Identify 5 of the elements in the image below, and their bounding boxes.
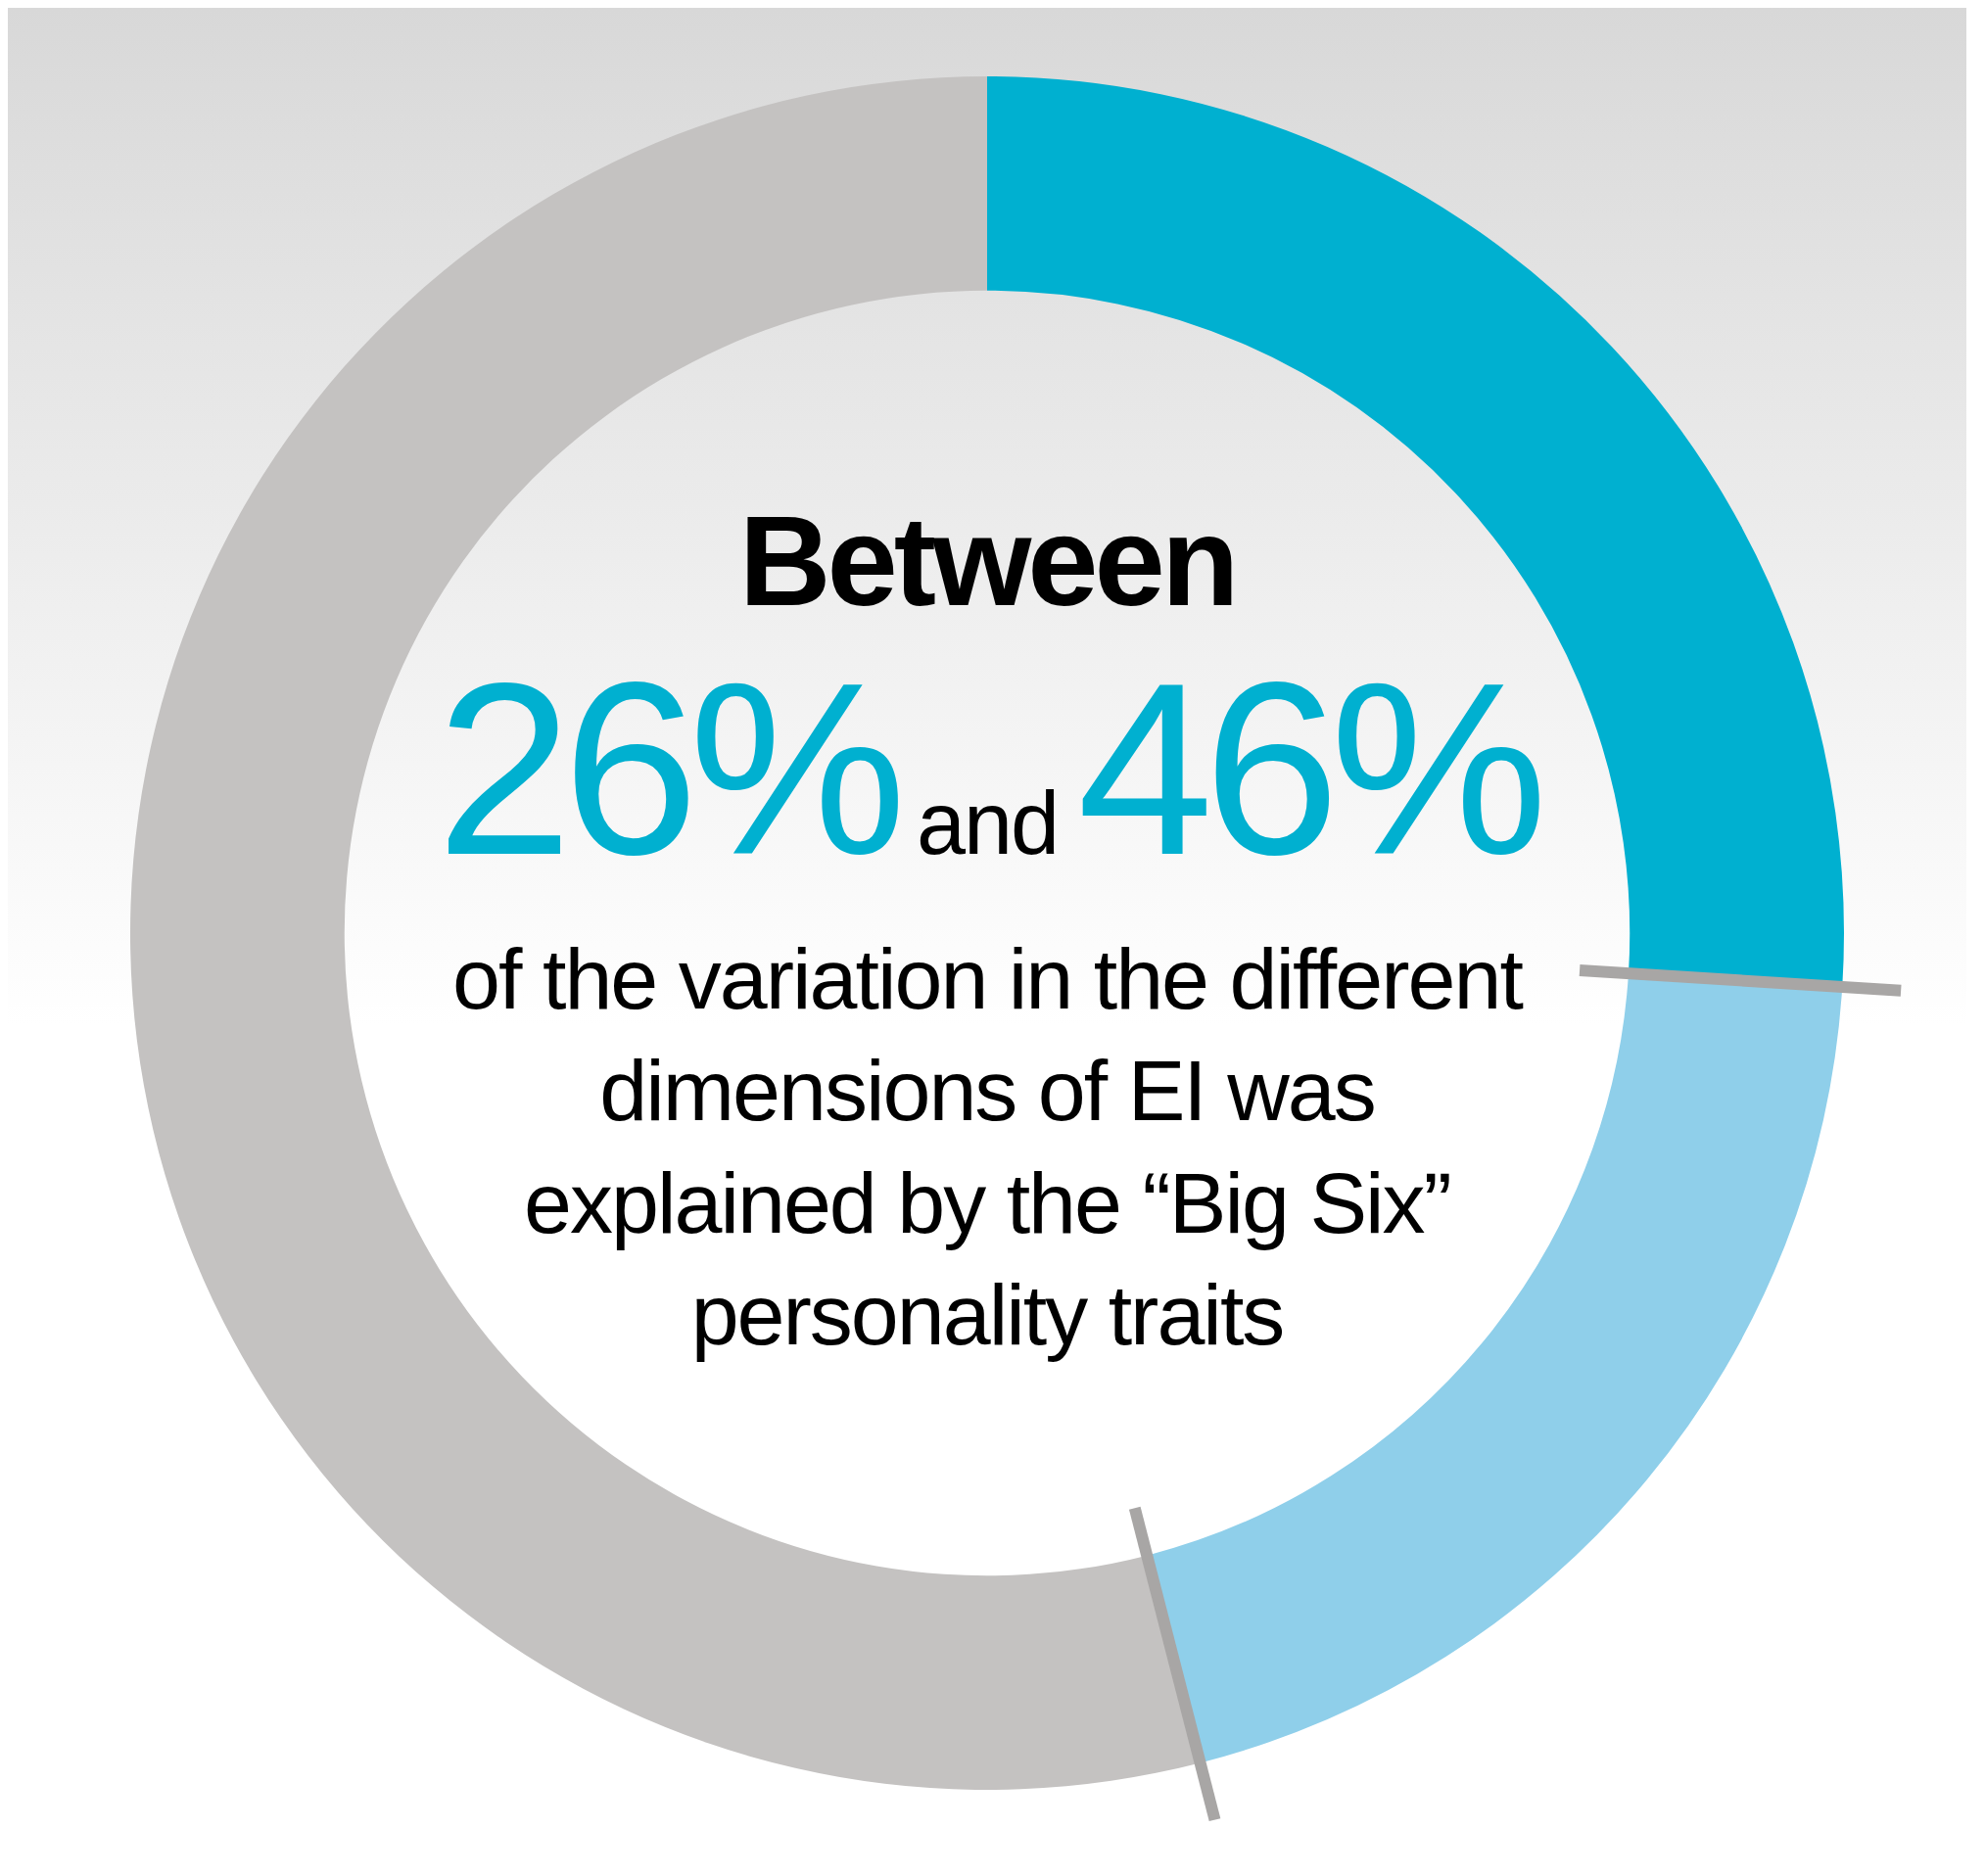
text: of the variation in the different dimensions of EI was explained by the “Big Six” personality traits [452, 930, 1522, 1364]
text: 26% [436, 633, 897, 906]
text: and [916, 774, 1059, 872]
text: Between [737, 489, 1237, 634]
text: 46% [1077, 633, 1538, 906]
